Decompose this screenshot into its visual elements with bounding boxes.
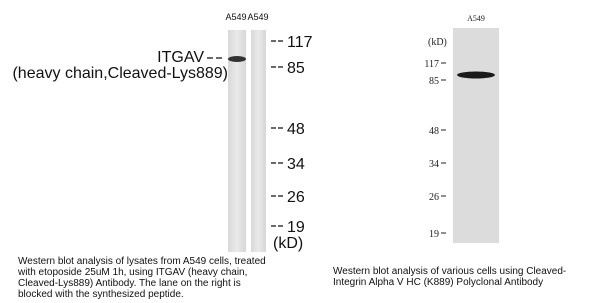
caption-line: Western blot analysis of lysates from A5… <box>18 256 266 267</box>
blot-band <box>228 56 246 62</box>
marker-label: 117 <box>424 59 439 70</box>
blot-lane <box>228 30 246 252</box>
protein-label: (heavy chain,Cleaved-Lys889) <box>12 65 228 82</box>
page: {"left_panel": {"lanes": ["A549", "A549"… <box>0 0 612 303</box>
marker-label: 19 <box>287 219 305 236</box>
figure: A549A549ITGAV(heavy chain,Cleaved-Lys889… <box>0 0 612 303</box>
marker-label: 48 <box>287 121 305 138</box>
blot-band <box>457 72 495 79</box>
caption-line: blocked with the synthesized peptide. <box>18 289 184 300</box>
marker-label: 48 <box>429 126 439 137</box>
lane-label: A549 <box>247 12 268 22</box>
marker-label: 85 <box>287 60 305 77</box>
caption-line: Integrin Alpha V HC (K889) Polyclonal An… <box>333 277 543 288</box>
blot-lane <box>453 28 499 243</box>
lane-label: A549 <box>225 12 246 22</box>
lane-label: A549 <box>467 14 485 23</box>
unit-label: (kD) <box>428 37 447 48</box>
marker-label: 34 <box>287 156 305 173</box>
marker-label: 19 <box>429 229 439 240</box>
marker-label: 34 <box>429 159 439 170</box>
blot-lane <box>251 30 266 252</box>
unit-label: (kD) <box>273 235 303 252</box>
caption-line: Western blot analysis of various cells u… <box>333 266 566 277</box>
marker-label: 26 <box>287 189 305 206</box>
marker-label: 117 <box>287 34 313 51</box>
marker-label: 85 <box>429 76 439 87</box>
protein-label: ITGAV <box>157 49 204 66</box>
caption-line: with etoposide 25uM 1h, using ITGAV (hea… <box>17 267 247 278</box>
caption-line: Cleaved-Lys889) Antibody. The lane on th… <box>18 278 241 289</box>
marker-label: 26 <box>429 192 439 203</box>
